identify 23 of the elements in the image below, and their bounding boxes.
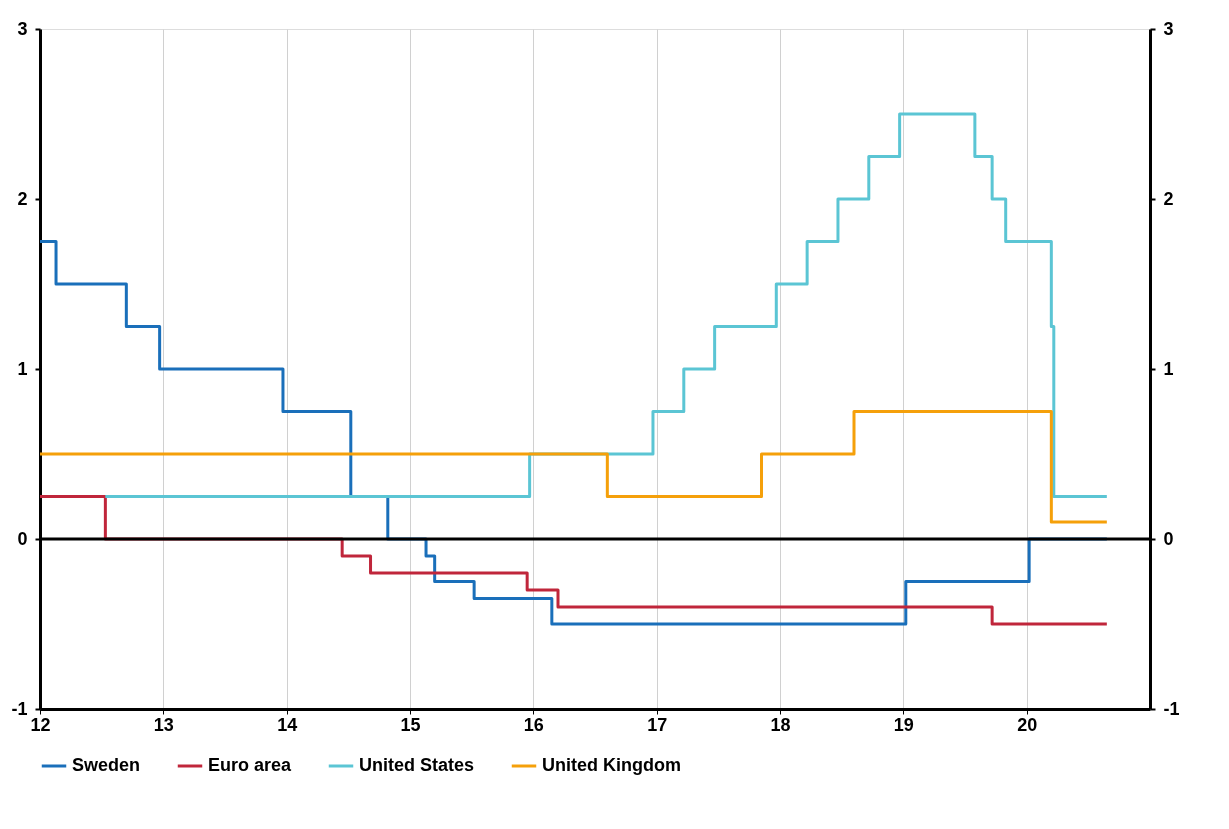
y2-tick-label: 3 (1163, 18, 1174, 39)
x-tick-label: 15 (400, 714, 421, 735)
legend-label: Euro area (208, 755, 293, 775)
y-tick-label: 2 (17, 188, 28, 209)
y2-tick-label: -1 (1163, 698, 1180, 719)
legend-label: United Kingdom (542, 755, 681, 775)
y2-tick-label: 0 (1163, 528, 1174, 549)
x-tick-label: 17 (647, 714, 668, 735)
x-tick-label: 18 (770, 714, 791, 735)
y-tick-label: 1 (17, 358, 28, 379)
x-tick-label: 20 (1017, 714, 1038, 735)
x-tick-label: 19 (893, 714, 914, 735)
y2-tick-label: 1 (1163, 358, 1174, 379)
y2-tick-label: 2 (1163, 188, 1174, 209)
x-tick-label: 12 (30, 714, 51, 735)
y-tick-label: 0 (17, 528, 28, 549)
x-tick-label: 13 (153, 714, 174, 735)
x-tick-label: 16 (523, 714, 544, 735)
legend-label: United States (359, 755, 475, 775)
y-tick-label: -1 (11, 698, 28, 719)
x-tick-label: 14 (277, 714, 298, 735)
y-tick-label: 3 (17, 18, 28, 39)
legend-label: Sweden (72, 755, 141, 775)
